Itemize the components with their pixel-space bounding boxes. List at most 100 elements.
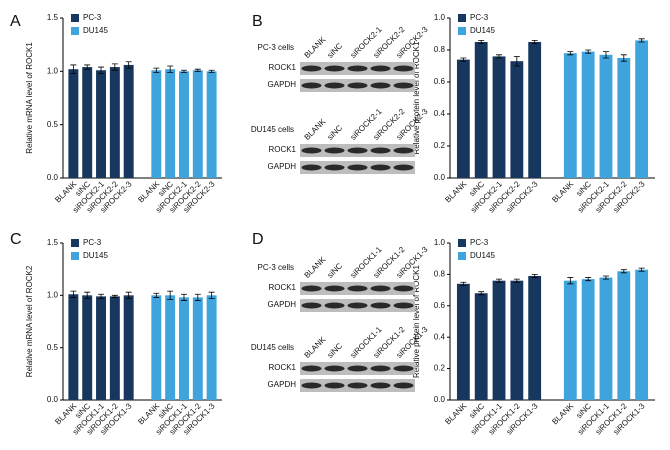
- error-bar: [208, 291, 215, 299]
- y-tick-label: 0.0: [47, 395, 59, 404]
- error-bar: [478, 291, 485, 296]
- blot-row-label: ROCK1: [268, 283, 296, 292]
- blot-band: [324, 164, 345, 171]
- legend-label: DU145: [83, 26, 108, 35]
- error-bar: [602, 275, 609, 280]
- legend-label: PC-3: [470, 13, 489, 22]
- legend-label: PC-3: [470, 238, 489, 247]
- legend-swatch: [458, 239, 466, 247]
- error-bar: [567, 277, 574, 285]
- blot-row-label: GAPDH: [268, 162, 297, 171]
- y-tick-label: 0.8: [434, 45, 446, 54]
- blot-band: [301, 302, 322, 309]
- blot-band: [347, 365, 368, 372]
- legend-swatch: [71, 14, 79, 22]
- blot-band: [301, 365, 322, 372]
- blot-band: [370, 82, 391, 89]
- y-tick-label: 0.4: [434, 332, 446, 341]
- blot-band: [347, 147, 368, 154]
- error-bar: [513, 56, 520, 67]
- blot-band: [370, 285, 391, 292]
- error-bar: [153, 292, 160, 298]
- y-axis-label: Relative mRNA level of ROCK2: [25, 265, 34, 377]
- bar: [68, 294, 79, 400]
- cell-line-label: PC-3 cells: [258, 263, 294, 272]
- bar: [510, 280, 524, 400]
- bar: [151, 70, 162, 178]
- error-bar: [638, 38, 645, 43]
- y-tick-label: 0.2: [434, 141, 446, 150]
- error-bar: [496, 54, 503, 59]
- y-tick-label: 0.6: [434, 77, 446, 86]
- blot-band: [393, 147, 414, 154]
- bar: [510, 61, 524, 179]
- legend-label: DU145: [470, 26, 495, 35]
- error-bar: [194, 293, 201, 301]
- error-bar: [585, 49, 592, 54]
- y-tick-label: 0.4: [434, 109, 446, 118]
- blot-band: [301, 65, 322, 72]
- bar: [599, 54, 613, 178]
- blot-band: [347, 65, 368, 72]
- blot-band: [301, 82, 322, 89]
- bar: [151, 295, 162, 400]
- bar: [456, 59, 470, 178]
- x-tick-label: BLANK: [550, 179, 575, 204]
- bar: [206, 71, 217, 178]
- y-tick-label: 1.5: [47, 238, 59, 247]
- bar: [179, 71, 189, 178]
- blot-band: [393, 82, 414, 89]
- error-bar: [460, 57, 467, 62]
- lane-label: BLANK: [303, 335, 328, 360]
- bar: [474, 42, 488, 178]
- blot-band: [347, 82, 368, 89]
- bar: [82, 295, 93, 400]
- lane-label: siNC: [326, 41, 345, 60]
- y-tick-label: 0.6: [434, 301, 446, 310]
- blot-row-label: GAPDH: [268, 80, 297, 89]
- blot-band: [370, 147, 391, 154]
- bar: [635, 40, 649, 179]
- blot-band: [301, 147, 322, 154]
- y-tick-label: 1.5: [47, 13, 59, 22]
- blot-band: [393, 382, 414, 389]
- bar: [192, 297, 203, 400]
- error-bar: [478, 40, 485, 44]
- error-bar: [602, 51, 609, 59]
- error-bar: [180, 293, 187, 301]
- blot-band: [324, 285, 345, 292]
- error-bar: [194, 68, 201, 72]
- blot-band: [370, 164, 391, 171]
- blot-band: [370, 382, 391, 389]
- error-bar: [84, 64, 91, 70]
- panel-letter: C: [10, 231, 22, 248]
- blot-band: [301, 382, 322, 389]
- bar: [179, 297, 189, 400]
- bar: [123, 295, 134, 400]
- blot-band: [324, 65, 345, 72]
- legend-swatch: [458, 14, 466, 22]
- y-tick-label: 0.2: [434, 364, 446, 373]
- bar: [456, 283, 470, 400]
- bar: [528, 275, 542, 400]
- bar: [123, 64, 134, 178]
- error-bar: [125, 61, 132, 69]
- blot-band: [324, 302, 345, 309]
- lane-label: BLANK: [303, 255, 328, 280]
- blot-band: [301, 285, 322, 292]
- bar: [492, 56, 506, 178]
- bar: [581, 51, 595, 178]
- blot-band: [370, 365, 391, 372]
- y-tick-label: 1.0: [434, 238, 446, 247]
- bar: [617, 271, 631, 400]
- bar: [165, 295, 176, 400]
- bar: [617, 58, 631, 178]
- bar: [206, 295, 217, 400]
- y-axis-label: Relative mRNA level of ROCK1: [25, 42, 34, 154]
- bar: [96, 70, 106, 178]
- error-bar: [125, 291, 132, 299]
- legend-swatch: [458, 27, 466, 35]
- bar: [563, 53, 577, 179]
- lane-label: siNC: [326, 341, 345, 360]
